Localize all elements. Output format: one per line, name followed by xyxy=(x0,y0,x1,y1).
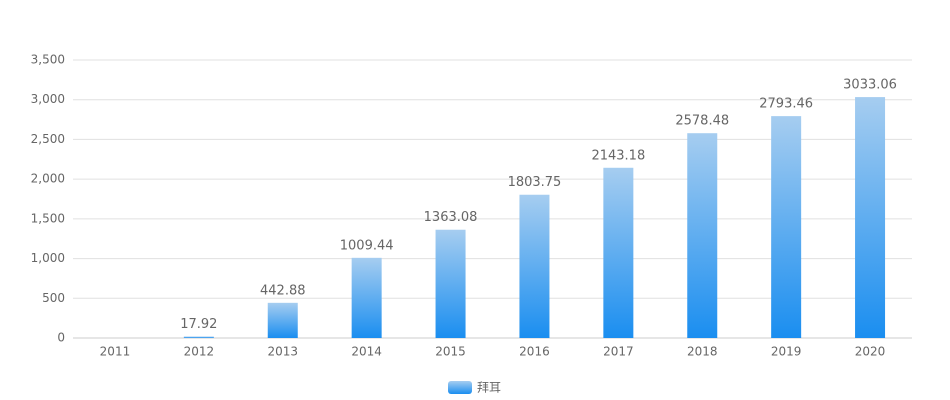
bar xyxy=(183,336,214,338)
y-tick-label: 1,000 xyxy=(31,251,65,265)
y-tick-label: 2,500 xyxy=(31,132,65,146)
value-label: 2793.46 xyxy=(759,97,813,112)
value-label: 1803.75 xyxy=(508,175,562,190)
bar xyxy=(855,97,886,338)
y-tick-label: 3,000 xyxy=(31,92,65,106)
y-tick-label: 500 xyxy=(42,291,65,305)
value-label: 442.88 xyxy=(260,283,306,298)
x-tick-label: 2017 xyxy=(603,345,634,359)
y-tick-label: 3,500 xyxy=(31,53,65,67)
bar xyxy=(435,229,466,338)
bar xyxy=(519,194,550,338)
bar xyxy=(771,116,802,338)
x-tick-label: 2014 xyxy=(351,345,382,359)
value-label: 2143.18 xyxy=(591,148,645,163)
y-tick-label: 0 xyxy=(57,331,65,345)
x-tick-label: 2016 xyxy=(519,345,550,359)
x-tick-label: 2020 xyxy=(855,345,886,359)
value-label: 3033.06 xyxy=(843,78,897,93)
x-tick-label: 2012 xyxy=(184,345,215,359)
legend-swatch xyxy=(448,381,472,394)
value-label: 2578.48 xyxy=(675,114,729,129)
value-label: 17.92 xyxy=(180,317,217,332)
x-tick-label: 2013 xyxy=(267,345,298,359)
value-label: 1009.44 xyxy=(340,238,394,253)
bar xyxy=(603,167,634,338)
x-tick-label: 2019 xyxy=(771,345,802,359)
bar xyxy=(687,133,718,338)
x-tick-label: 2011 xyxy=(100,345,131,359)
y-tick-label: 1,500 xyxy=(31,211,65,225)
value-label: 1363.08 xyxy=(424,210,478,225)
y-tick-label: 2,000 xyxy=(31,172,65,186)
bar xyxy=(267,302,298,338)
bar xyxy=(351,257,382,338)
x-tick-label: 2015 xyxy=(435,345,466,359)
legend-label: 拜耳 xyxy=(477,381,501,395)
x-tick-label: 2018 xyxy=(687,345,718,359)
